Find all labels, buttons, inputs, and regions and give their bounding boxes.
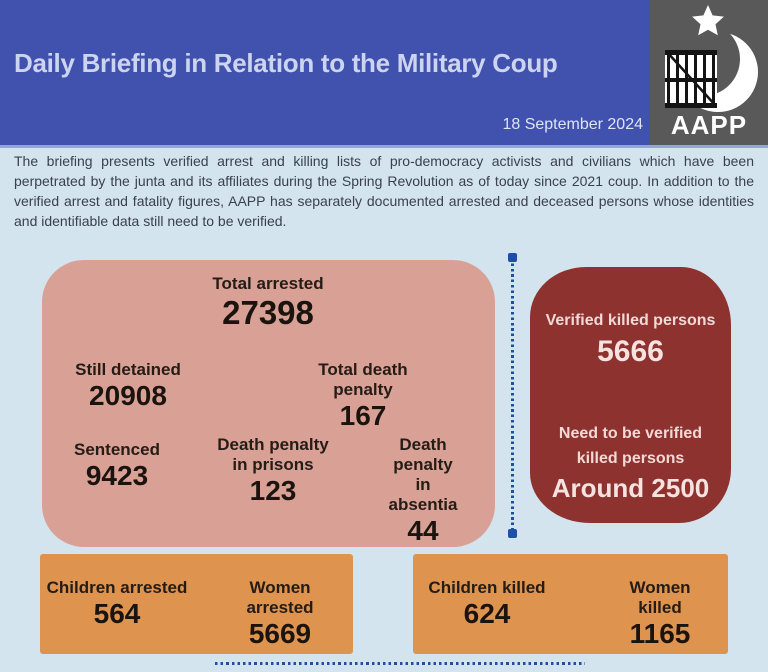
stat-total-death-penalty: Total death penalty 167 — [318, 360, 408, 432]
divider-cap-top — [508, 253, 517, 262]
stat-children-arrested: Children arrested 564 — [46, 578, 188, 630]
header-date: 18 September 2024 — [502, 116, 643, 133]
stat-death-penalty-prisons: Death penalty in prisons 123 — [217, 435, 329, 507]
stat-verified-killed-label: Verified killed persons — [545, 312, 716, 329]
stat-total-arrested: Total arrested 27398 — [212, 274, 324, 332]
divider-dotted-vertical — [508, 253, 517, 538]
intro-paragraph: The briefing presents verified arrest an… — [14, 153, 754, 229]
stat-women-arrested: Women arrested 5669 — [246, 578, 314, 650]
aapp-logo: AAPP — [650, 0, 768, 145]
aapp-logo-text: AAPP — [670, 110, 748, 140]
arrest-stats-panel: Total arrested 27398 Still detained 2090… — [42, 260, 495, 547]
arrested-demographics-panel: Children arrested 564 Women arrested 566… — [40, 554, 353, 654]
page-title: Daily Briefing in Relation to the Milita… — [14, 48, 558, 78]
stat-still-detained: Still detained 20908 — [75, 360, 181, 412]
stat-sentenced: Sentenced 9423 — [74, 440, 160, 492]
killed-stats-panel: Verified killed persons 5666 Need to be … — [530, 267, 731, 523]
stat-children-killed: Children killed 624 — [428, 578, 546, 630]
stat-women-killed: Women killed 1165 — [629, 578, 691, 650]
stat-death-penalty-absentia: Death penalty in absentia 44 — [388, 435, 458, 547]
divider-cap-bottom — [508, 529, 517, 538]
killed-demographics-panel: Children killed 624 Women killed 1165 — [413, 554, 728, 654]
stat-unverified-killed-label: Need to be verified killed persons — [558, 424, 703, 467]
stat-unverified-killed-value: Around 2500 — [551, 473, 710, 504]
header-banner: Daily Briefing in Relation to the Milita… — [0, 0, 768, 148]
aapp-crescent-star-prison-icon — [665, 5, 758, 112]
stat-verified-killed-value: 5666 — [597, 334, 664, 368]
divider-dotted-horizontal — [215, 662, 585, 665]
